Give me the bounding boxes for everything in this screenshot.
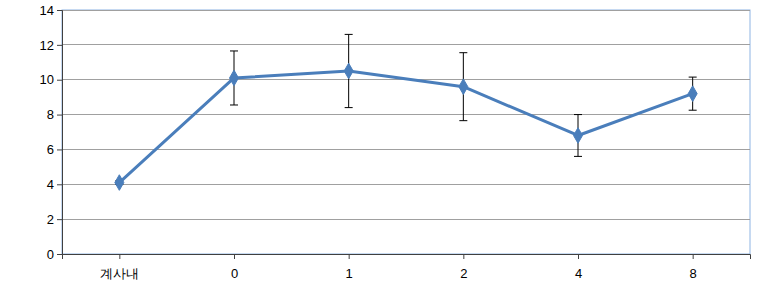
y-tick-mark — [57, 10, 62, 11]
x-tick-mark — [463, 254, 464, 259]
y-tick-mark — [57, 149, 62, 150]
y-tick-label: 8 — [47, 107, 54, 122]
x-tick: 0 — [231, 254, 238, 281]
x-tick-label: 1 — [346, 266, 353, 281]
x-tick-label: 0 — [231, 266, 238, 281]
marker — [574, 128, 583, 144]
series-line — [119, 71, 692, 183]
x-tick: 4 — [575, 254, 582, 281]
x-tick-mark — [693, 254, 694, 259]
error-bar — [459, 53, 467, 121]
error-bars — [115, 34, 696, 184]
y-tick-label: 14 — [40, 3, 54, 18]
x-tick-label: 8 — [690, 266, 697, 281]
x-tick-label: 4 — [575, 266, 582, 281]
error-bar — [230, 51, 238, 105]
marker — [344, 63, 353, 79]
error-bar — [689, 77, 697, 110]
y-axis-line — [57, 11, 63, 255]
series — [115, 34, 697, 190]
y-tick: 8 — [47, 107, 62, 122]
error-bar — [345, 34, 353, 107]
y-tick-label: 10 — [40, 72, 54, 87]
y-tick-label: 6 — [47, 142, 54, 157]
x-tick: 8 — [690, 254, 697, 281]
x-tick: 계사내 — [100, 254, 139, 281]
y-tick: 0 — [47, 247, 62, 262]
y-tick-mark — [57, 80, 62, 81]
y-tick: 6 — [47, 142, 62, 157]
plot: 02468101214계사내01248 — [40, 3, 751, 281]
x-tick: 2 — [460, 254, 467, 281]
grid-line — [62, 184, 750, 185]
marker — [115, 175, 124, 191]
chart: 02468101214계사내01248 — [0, 0, 759, 303]
error-bar — [574, 115, 582, 157]
y-tick-mark — [57, 45, 62, 46]
y-tick: 10 — [40, 72, 62, 87]
marker — [230, 70, 239, 86]
grid-line — [62, 219, 750, 220]
x-tick: 1 — [346, 254, 353, 281]
x-tick-mark — [234, 254, 235, 259]
x-tick-label: 2 — [460, 266, 467, 281]
y-tick-label: 12 — [40, 38, 54, 53]
x-axis: 계사내 0 1 2 4 8 — [63, 254, 751, 281]
y-tick: 4 — [47, 177, 62, 192]
x-tick-mark — [349, 254, 350, 259]
y-tick-label: 0 — [47, 247, 54, 262]
y-axis: 0 2 4 6 8 10 12 14 — [40, 3, 63, 262]
marker — [459, 79, 468, 95]
y-tick: 12 — [40, 38, 62, 53]
grid-line — [62, 149, 750, 150]
grid-line — [62, 44, 750, 45]
y-tick-label: 4 — [47, 177, 54, 192]
y-tick-mark — [57, 254, 62, 255]
y-tick-mark — [57, 184, 62, 185]
plot-frame — [62, 10, 750, 254]
y-tick-mark — [57, 219, 62, 220]
grid-line — [62, 10, 750, 11]
grid — [62, 10, 750, 254]
y-tick: 14 — [40, 3, 62, 18]
y-tick: 2 — [47, 212, 62, 227]
x-tick-label: 계사내 — [100, 266, 139, 281]
marker — [688, 86, 697, 102]
y-tick-mark — [57, 115, 62, 116]
y-tick-label: 2 — [47, 212, 54, 227]
x-tick-mark — [119, 254, 120, 259]
grid-line — [62, 114, 750, 115]
x-tick-mark — [578, 254, 579, 259]
x-axis-line — [63, 255, 751, 260]
